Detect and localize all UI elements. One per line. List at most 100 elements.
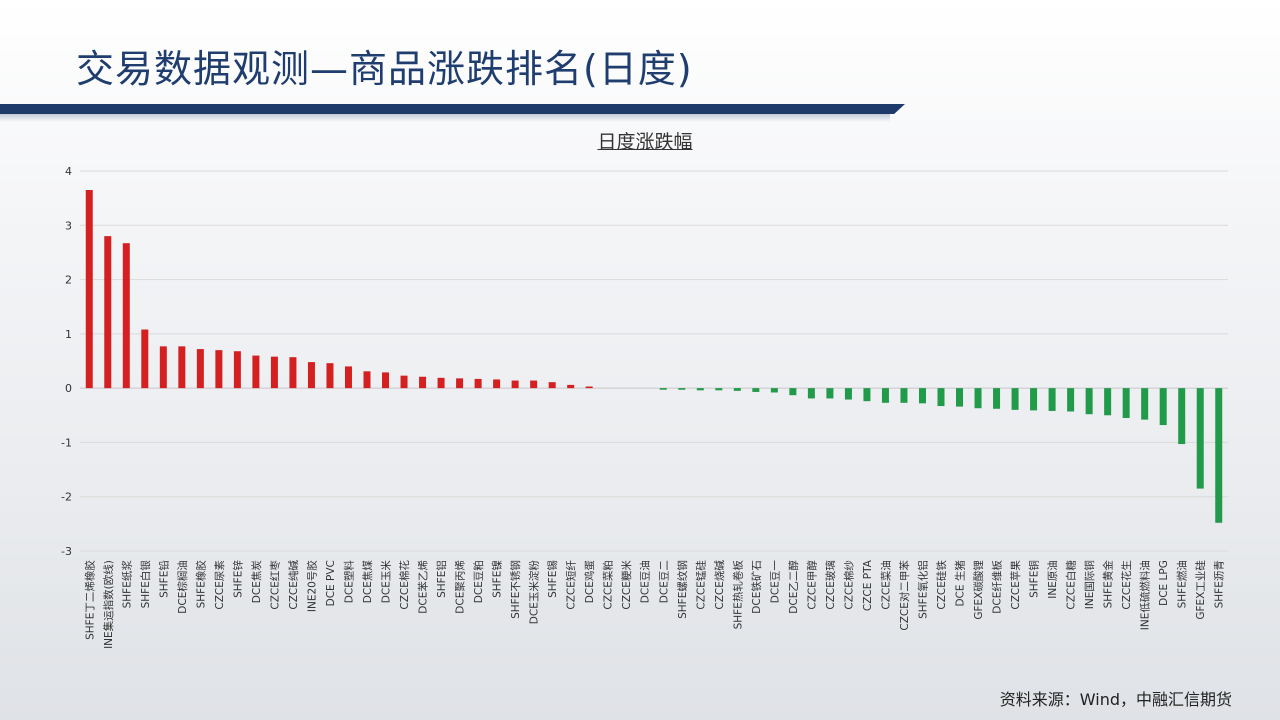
x-tick-label: CZCE花生 [1120, 560, 1133, 610]
bar [974, 388, 982, 409]
bar [1085, 388, 1093, 415]
bar [585, 386, 593, 389]
x-tick-label: INE低硫燃料油 [1139, 560, 1152, 630]
y-tick-label: 3 [65, 219, 72, 232]
x-tick-label: SHFE螺纹钢 [676, 560, 689, 619]
x-tick-label: DCE PVC [325, 560, 337, 606]
page-title: 交易数据观测—商品涨跌排名(日度) [76, 47, 693, 91]
bar [474, 378, 482, 389]
bar [122, 243, 130, 389]
bar [696, 388, 704, 391]
x-tick-label: DCE豆油 [639, 560, 652, 603]
bar [1048, 388, 1056, 411]
chart-title: 日度涨跌幅 [597, 131, 693, 153]
x-tick-label: SHFE橡胶 [194, 560, 207, 609]
x-tick-label: DCE塑料 [342, 560, 355, 604]
bar [993, 388, 1001, 409]
x-tick-label: GFEX工业硅 [1194, 560, 1207, 620]
bar [881, 388, 889, 403]
bar [363, 371, 371, 389]
x-tick-label: CZCE菜粕 [602, 560, 615, 610]
x-tick-label: SHFE热轧卷板 [731, 560, 744, 630]
x-tick-label: CZCE短纤 [565, 560, 578, 610]
bar [937, 388, 945, 407]
x-tick-label: CZCE纯碱 [287, 560, 300, 610]
x-tick-label: SHFE氧化铝 [916, 560, 929, 619]
x-tick-label: CZCE甲醇 [805, 560, 818, 610]
x-tick-label: SHFE不锈钢 [509, 560, 522, 619]
title-underline-bar [0, 104, 905, 114]
bar [826, 388, 834, 399]
x-tick-label: CZCE棉花 [398, 560, 411, 610]
bar [659, 388, 667, 390]
x-tick-label: DCE焦炭 [250, 560, 263, 604]
x-tick-label: SHFE铜 [1029, 560, 1041, 598]
y-tick-label: -2 [61, 491, 72, 504]
source-note: 资料来源：Wind，中融汇信期货 [999, 690, 1232, 709]
x-tick-label: DCE聚丙烯 [454, 560, 467, 614]
bar [789, 388, 797, 396]
bar [1196, 388, 1204, 489]
x-tick-label: SHFE锡 [546, 560, 559, 598]
x-tick-label: DCE豆一 [769, 560, 781, 604]
bar [770, 388, 778, 393]
bar [104, 236, 112, 389]
x-tick-label: SHFE铅 [157, 560, 170, 598]
x-tick-label: SHFE铝 [435, 560, 448, 598]
x-tick-label: CZCE尿素 [213, 560, 226, 610]
bar [270, 356, 278, 389]
bar [289, 357, 297, 389]
bar [1011, 388, 1019, 410]
x-tick-label: INE20号胶 [305, 560, 318, 612]
x-tick-label: DCE焦煤 [361, 560, 374, 604]
bar [1067, 388, 1075, 412]
bar [1141, 388, 1149, 420]
x-tick-label: SHFE沥青 [1213, 560, 1226, 608]
bar [233, 351, 241, 389]
x-tick-label: DCE乙二醇 [787, 560, 800, 614]
y-tick-label: 0 [65, 382, 72, 395]
x-tick-label: SHFE白银 [139, 560, 152, 609]
bar [956, 388, 964, 407]
bar [863, 388, 871, 402]
bar [715, 388, 723, 391]
x-tick-label: DCE豆二 [658, 560, 670, 603]
y-tick-label: -3 [61, 545, 72, 558]
x-tick-label: GFEX碳酸锂 [972, 560, 985, 620]
x-tick-label: DCE铁矿石 [750, 560, 763, 614]
bar [344, 366, 352, 389]
x-tick-label: CZCE烧碱 [713, 560, 726, 610]
x-tick-label: DCE纤维板 [991, 560, 1004, 614]
x-tick-label: CZCE玻璃 [824, 560, 837, 610]
x-tick-label: DCE玉米 [380, 560, 393, 604]
bar [1159, 388, 1167, 426]
x-tick-label: CZCE PTA [862, 559, 874, 611]
bar [456, 378, 464, 389]
bar [1104, 388, 1112, 416]
bar [196, 349, 204, 389]
bar [400, 375, 408, 389]
x-tick-label: SHFE黄金 [1102, 560, 1115, 609]
bar [678, 388, 686, 390]
bar [419, 376, 427, 389]
bar [1122, 388, 1130, 418]
x-tick-label: CZCE红枣 [268, 560, 281, 610]
x-tick-label: CZCE菜油 [879, 560, 892, 610]
bar [733, 388, 741, 391]
x-tick-label: DCE鸡蛋 [583, 560, 596, 604]
x-tick-label: DCE 生猪 [954, 560, 967, 607]
bar [159, 346, 167, 389]
bar [1178, 388, 1186, 445]
x-tick-label: CZCE硅铁 [935, 560, 948, 610]
x-tick-label: DCE豆粕 [472, 560, 485, 603]
bar [530, 380, 538, 389]
x-tick-label: CZCE锰硅 [694, 560, 707, 610]
bar [493, 379, 501, 389]
bar [548, 382, 556, 389]
bar [382, 372, 390, 389]
bar [511, 380, 519, 389]
x-tick-label: INE集运指数(欧线) [102, 560, 115, 649]
x-tick-label: INE原油 [1046, 560, 1059, 599]
x-tick-label: DCE LPG [1158, 560, 1170, 606]
